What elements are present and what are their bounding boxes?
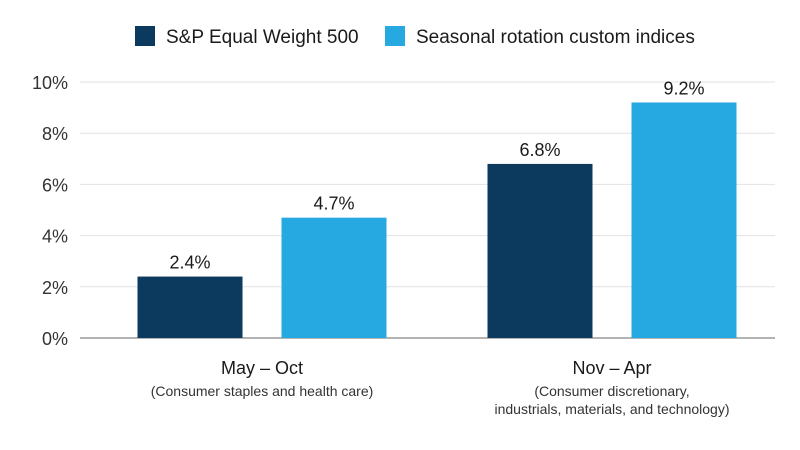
bar-series2-cat2 <box>631 102 737 338</box>
data-label: 2.4% <box>169 253 210 273</box>
category-sublabel: (Consumer discretionary, <box>534 383 689 399</box>
x-axis: May – Oct (Consumer staples and health ca… <box>151 358 730 417</box>
y-tick-label: 6% <box>42 175 68 195</box>
category-sublabel: industrials, materials, and technology) <box>494 401 729 417</box>
category-label: May – Oct <box>221 358 303 378</box>
bar-series1-cat1 <box>137 276 243 338</box>
legend-swatch-1 <box>135 26 155 46</box>
category-label: Nov – Apr <box>572 358 651 378</box>
legend-label-1: S&P Equal Weight 500 <box>166 27 359 48</box>
y-axis: 0% 2% 4% 6% 8% 10% <box>32 73 68 349</box>
chart-legend: S&P Equal Weight 500 Seasonal rotation cu… <box>135 26 695 48</box>
legend-label-2: Seasonal rotation custom indices <box>416 27 695 48</box>
bars: 2.4% 6.8% 4.7% 9.2% <box>137 78 737 338</box>
bar-series1-cat2 <box>487 163 593 338</box>
bar-series2-cat1 <box>281 217 387 338</box>
legend-swatch-2 <box>385 26 405 46</box>
y-tick-label: 10% <box>32 73 68 93</box>
data-label: 6.8% <box>519 140 560 160</box>
y-tick-label: 0% <box>42 329 68 349</box>
y-tick-label: 2% <box>42 278 68 298</box>
y-tick-label: 4% <box>42 227 68 247</box>
data-label: 4.7% <box>313 194 354 214</box>
y-tick-label: 8% <box>42 124 68 144</box>
data-label: 9.2% <box>663 78 704 98</box>
category-sublabel: (Consumer staples and health care) <box>151 383 374 399</box>
